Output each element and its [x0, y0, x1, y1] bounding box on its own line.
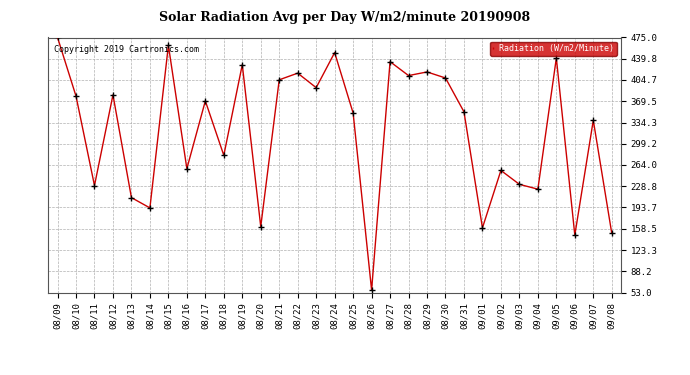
- Legend: Radiation (W/m2/Minute): Radiation (W/m2/Minute): [490, 42, 617, 56]
- Text: Copyright 2019 Cartronics.com: Copyright 2019 Cartronics.com: [54, 45, 199, 54]
- Text: Solar Radiation Avg per Day W/m2/minute 20190908: Solar Radiation Avg per Day W/m2/minute …: [159, 11, 531, 24]
